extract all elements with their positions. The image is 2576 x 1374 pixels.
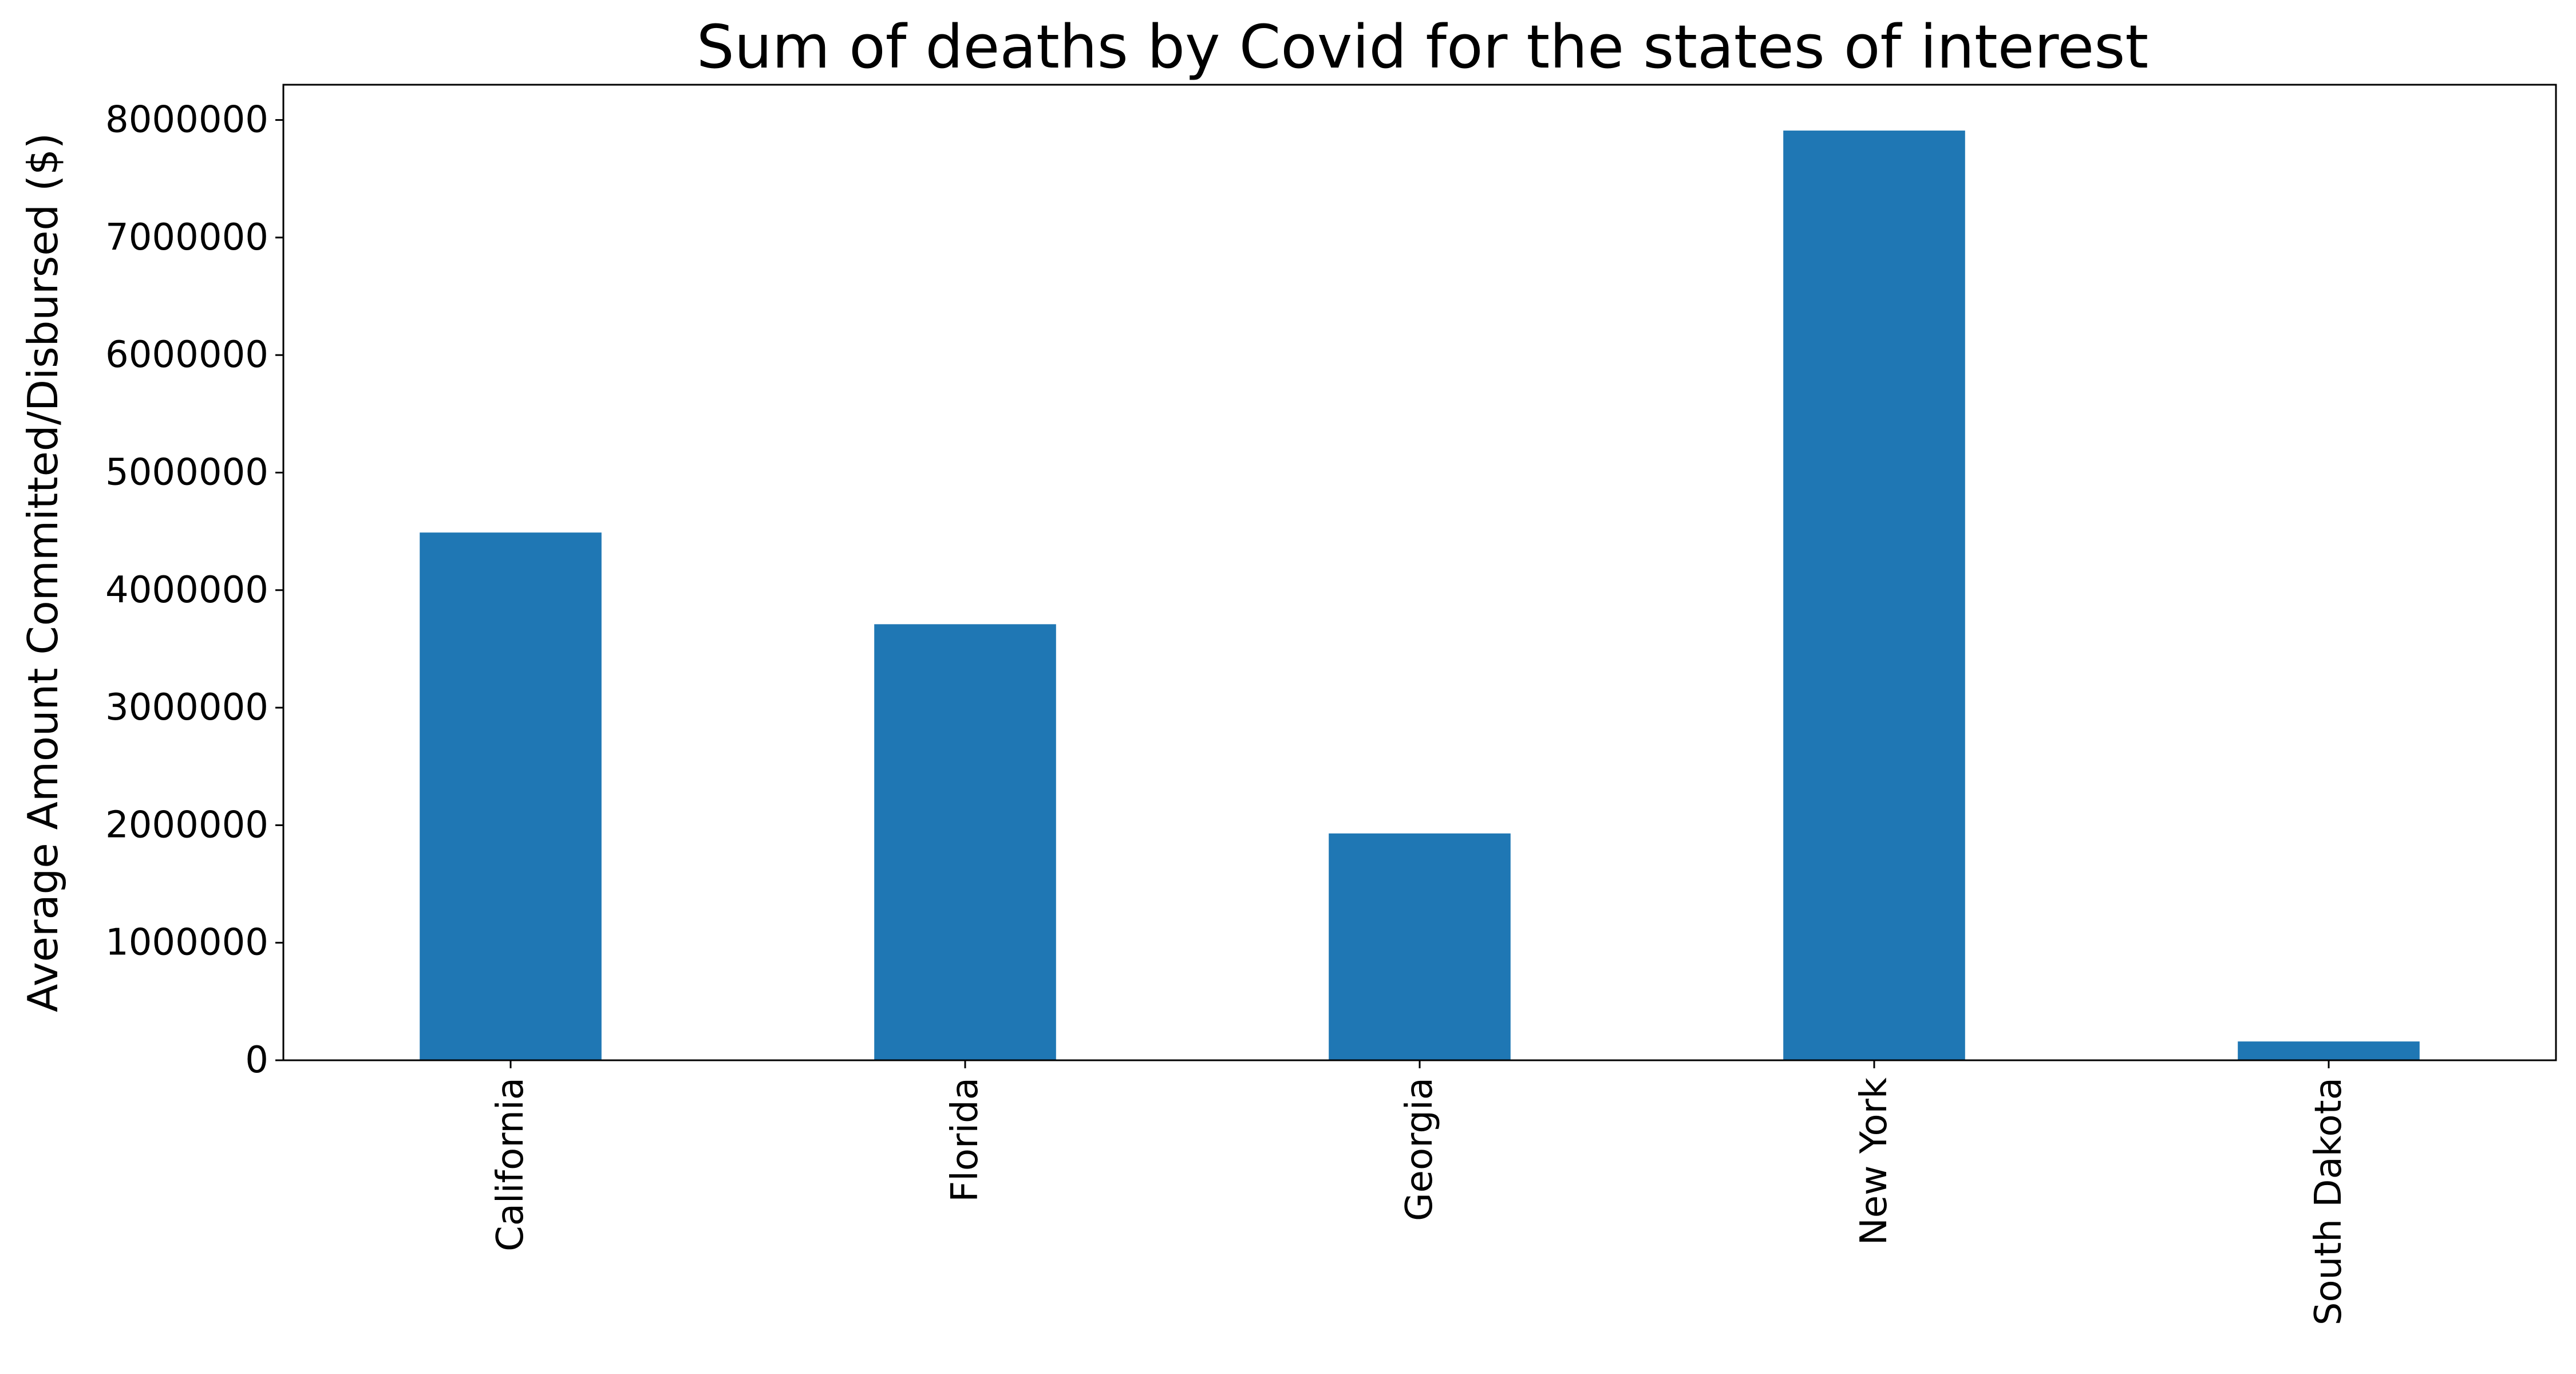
x-tick-label: South Dakota [2308,1077,2350,1325]
bar-california [420,532,602,1060]
y-axis-label: Average Amount Committed/Disbursed ($) [19,133,67,1012]
bar-georgia [1329,833,1511,1060]
x-tick-label: California [489,1077,532,1251]
y-tick-label: 0 [245,1039,268,1081]
plot-frame [282,84,2557,1061]
y-tick-label: 4000000 [105,569,268,611]
y-tick-label: 7000000 [105,216,268,259]
bar-south-dakota [2238,1041,2420,1060]
bar-new-york [1783,131,1965,1060]
y-tick-label: 8000000 [105,99,268,141]
x-tick-label: Florida [944,1077,986,1202]
chart-title: Sum of deaths by Covid for the states of… [697,12,2148,82]
x-tick-label: Georgia [1398,1077,1441,1221]
x-axis-ticks: California Florida Georgia New York South Da… [489,1060,2350,1325]
x-tick-label: New York [1853,1077,1895,1245]
y-tick-label: 3000000 [105,686,268,729]
y-axis-ticks: 0 1000000 2000000 3000000 4000000 5000000 6000… [105,99,283,1081]
y-tick-label: 6000000 [105,334,268,376]
y-tick-label: 2000000 [105,804,268,846]
y-tick-label: 5000000 [105,451,268,493]
bar-florida [874,624,1056,1060]
bars-layer [420,131,2420,1060]
y-tick-label: 1000000 [105,922,268,964]
